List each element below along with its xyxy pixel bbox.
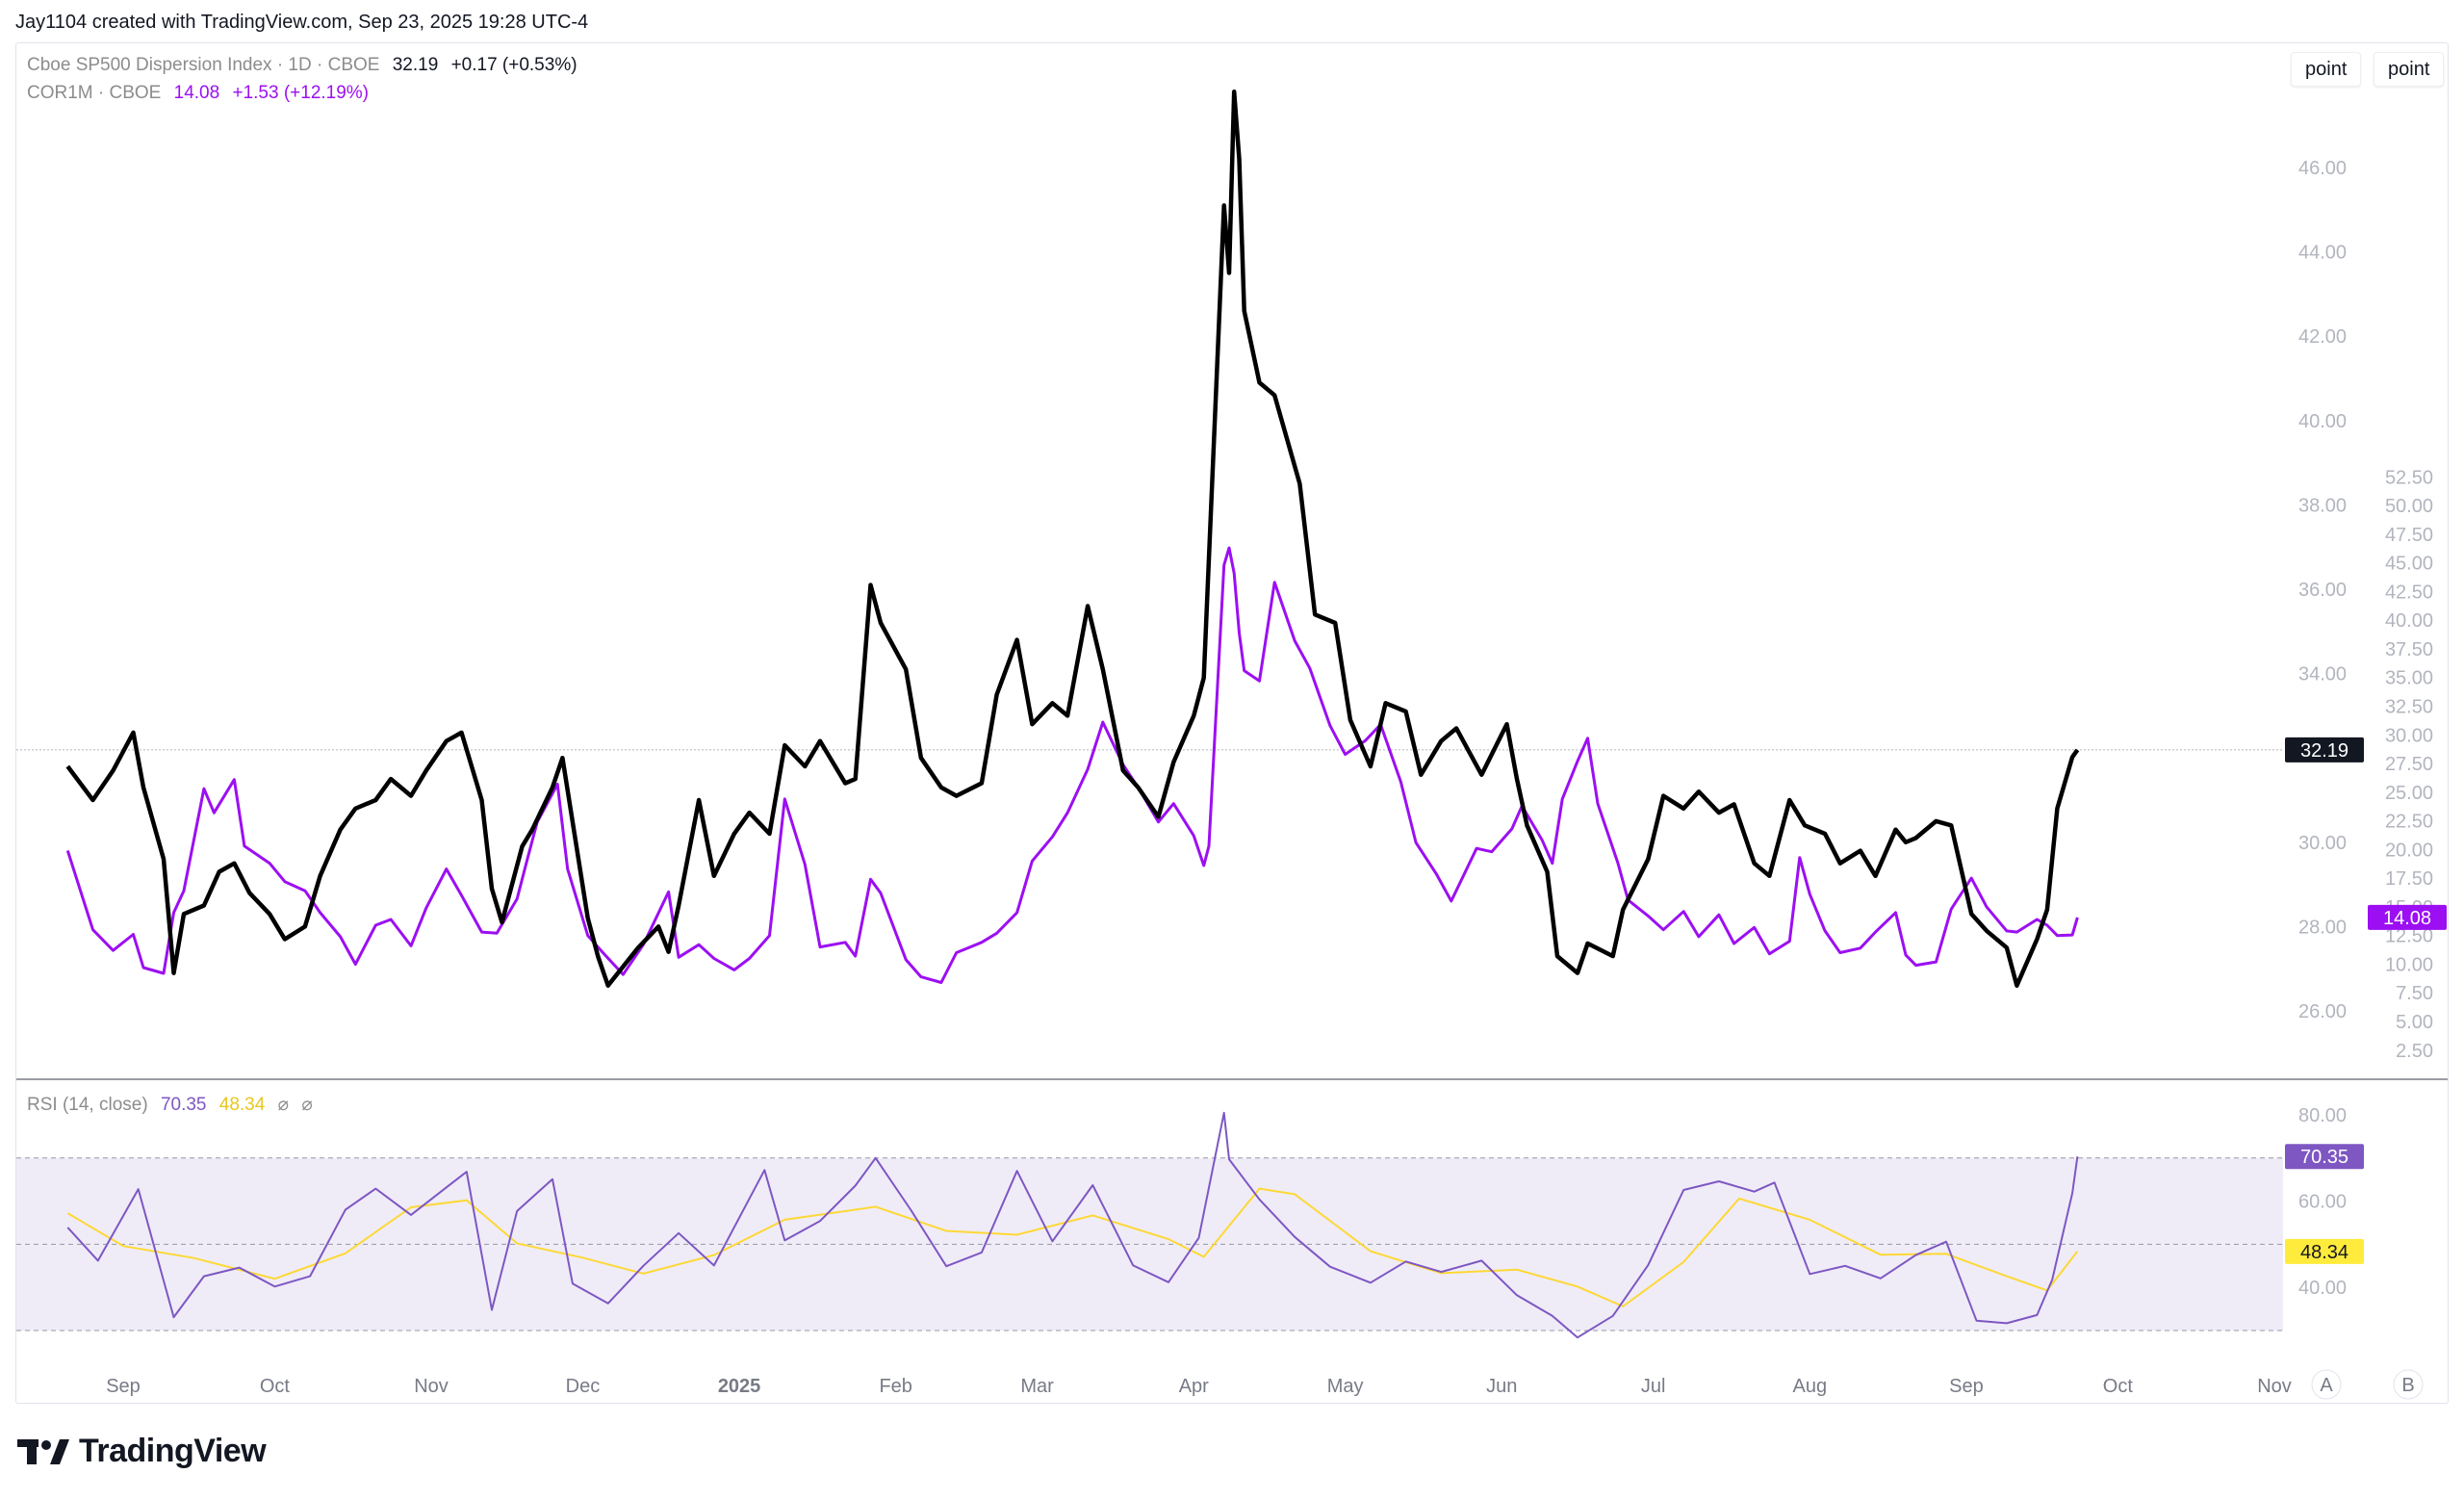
inner-axis-tick: 10.00 bbox=[2385, 954, 2433, 975]
inner-axis-tick: 7.50 bbox=[2396, 983, 2433, 1004]
creator-line: Jay1104 created with TradingView.com, Se… bbox=[15, 12, 589, 33]
dspx-price-tag: 32.19 bbox=[2285, 737, 2364, 763]
inner-axis-tick: 5.00 bbox=[2396, 1012, 2433, 1033]
time-axis-label: Nov bbox=[2257, 1376, 2292, 1397]
main-legend[interactable]: Cboe SP500 Dispersion Index · 1D · CBOE … bbox=[27, 55, 585, 76]
time-axis-label: Oct bbox=[2103, 1376, 2134, 1397]
scale-button-a[interactable]: A bbox=[2311, 1369, 2342, 1400]
inner-axis-tick: 25.00 bbox=[2385, 783, 2433, 804]
legend-main-name: Cboe SP500 Dispersion Index · 1D · CBOE bbox=[27, 55, 380, 75]
inner-axis-tick: 17.50 bbox=[2385, 868, 2433, 890]
outer-axis-tick: 46.00 bbox=[2298, 158, 2347, 179]
inner-axis-tick: 27.50 bbox=[2385, 754, 2433, 775]
time-axis-label: Aug bbox=[1793, 1376, 1828, 1397]
inner-axis-tick: 47.50 bbox=[2385, 525, 2433, 546]
outer-axis-tick: 34.00 bbox=[2298, 664, 2347, 685]
series-lines bbox=[65, 89, 2080, 1339]
outer-axis-tick: 30.00 bbox=[2298, 833, 2347, 854]
outer-axis-tick: 26.00 bbox=[2298, 1001, 2347, 1022]
price-tags: 32.19 14.08 70.35 48.34 bbox=[2285, 737, 2447, 1264]
rsi-line bbox=[66, 1111, 2079, 1339]
dspx-line bbox=[65, 89, 2080, 988]
inner-axis-tick: 50.00 bbox=[2385, 496, 2433, 517]
legend-rsi-value: 70.35 bbox=[160, 1095, 207, 1115]
cor1m-price-tag-label: 14.08 bbox=[2383, 908, 2431, 929]
rsi-price-tag-bg bbox=[2285, 1144, 2364, 1170]
time-axis-label: Feb bbox=[879, 1376, 911, 1397]
legend-overlay-change: +1.53 (+12.19%) bbox=[232, 83, 370, 103]
scale-point-button-right[interactable]: point bbox=[2374, 52, 2445, 87]
time-axis-label: Mar bbox=[1020, 1376, 1054, 1397]
rsi-ma-price-tag-bg bbox=[2285, 1238, 2364, 1264]
inner-axis-tick: 37.50 bbox=[2385, 639, 2433, 660]
time-axis-label: Jul bbox=[1641, 1376, 1666, 1397]
time-axis-label: Sep bbox=[1949, 1376, 1984, 1397]
cor1m-price-tag-bg bbox=[2368, 904, 2447, 930]
inner-axis-tick: 22.50 bbox=[2385, 812, 2433, 833]
legend-overlay-name: COR1M · CBOE bbox=[27, 83, 162, 103]
inner-axis-tick: 12.50 bbox=[2385, 926, 2433, 947]
cor1m-line bbox=[65, 546, 2079, 984]
tradingview-logo-icon bbox=[17, 1438, 69, 1464]
rsi-ma-price-tag-label: 48.34 bbox=[2300, 1242, 2348, 1263]
tradingview-logo: TradingView bbox=[17, 1433, 267, 1470]
inner-axis-tick: 35.00 bbox=[2385, 668, 2433, 689]
time-axis-label: 2025 bbox=[718, 1376, 761, 1397]
tradingview-brand: TradingView bbox=[79, 1433, 267, 1469]
scale-button-b-circle[interactable] bbox=[2393, 1369, 2424, 1400]
scale-button-b[interactable]: B bbox=[2393, 1369, 2424, 1400]
time-axis-label: Nov bbox=[414, 1376, 449, 1397]
scale-button-b-label: B bbox=[2401, 1375, 2414, 1396]
outer-axis-tick: 36.00 bbox=[2298, 580, 2347, 601]
inner-axis-tick: 52.50 bbox=[2385, 467, 2433, 488]
time-axis-label: Oct bbox=[260, 1376, 291, 1397]
time-axis-label: Apr bbox=[1179, 1376, 1209, 1397]
outer-axis-tick: 44.00 bbox=[2298, 243, 2347, 264]
outer-axis-tick: 40.00 bbox=[2298, 411, 2347, 432]
rsi-price-tag-label: 70.35 bbox=[2300, 1147, 2348, 1168]
inner-axis-tick: 30.00 bbox=[2385, 725, 2433, 746]
overlay-legend[interactable]: COR1M · CBOE 14.08 +1.53 (+12.19%) bbox=[27, 83, 376, 104]
inner-axis-tick: 45.00 bbox=[2385, 554, 2433, 575]
legend-rsi-name: RSI (14, close) bbox=[27, 1095, 148, 1115]
inner-axis-tick: 2.50 bbox=[2396, 1041, 2433, 1062]
rsi-axis-tick: 40.00 bbox=[2298, 1278, 2347, 1299]
rsi-legend[interactable]: RSI (14, close) 70.35 48.34 ⌀ ⌀ bbox=[27, 1094, 321, 1116]
time-axis-label: Jun bbox=[1486, 1376, 1517, 1397]
legend-main-change: +0.17 (+0.53%) bbox=[450, 55, 578, 75]
legend-main-value: 32.19 bbox=[392, 55, 439, 75]
outer-axis-tick: 28.00 bbox=[2298, 917, 2347, 938]
rsi-axis-tick: 80.00 bbox=[2298, 1105, 2347, 1126]
dspx-price-tag-label: 32.19 bbox=[2300, 740, 2348, 762]
grid-lines bbox=[16, 749, 2448, 1332]
chart-frame[interactable] bbox=[15, 42, 2449, 1404]
rsi-price-tag: 70.35 bbox=[2285, 1144, 2364, 1170]
time-axis-label: Sep bbox=[106, 1376, 141, 1397]
rsi-ma-price-tag: 48.34 bbox=[2285, 1238, 2364, 1264]
outer-axis-tick: 42.00 bbox=[2298, 326, 2347, 348]
time-axis: Sep Oct Nov Dec 2025 Feb Mar Apr May Jun Jul Aug Sep… bbox=[106, 1369, 2424, 1400]
scale-button-a-label: A bbox=[2320, 1375, 2333, 1396]
inner-axis-tick: 40.00 bbox=[2385, 610, 2433, 632]
time-axis-label: Dec bbox=[566, 1376, 601, 1397]
inner-axis-tick: 32.50 bbox=[2385, 696, 2433, 717]
legend-rsi-ma: 48.34 bbox=[218, 1095, 266, 1115]
legend-overlay-value: 14.08 bbox=[173, 83, 220, 103]
scale-point-button-left[interactable]: point bbox=[2291, 52, 2362, 87]
dspx-price-tag-bg bbox=[2285, 737, 2364, 763]
scale-button-a-circle[interactable] bbox=[2311, 1369, 2342, 1400]
price-axis: 26.00 28.00 30.00 34.00 36.00 38.00 40.00 42.00… bbox=[2298, 158, 2433, 1299]
inner-axis-tick: 20.00 bbox=[2385, 840, 2433, 861]
legend-rsi-hidden-icon-2[interactable]: ⌀ bbox=[301, 1095, 313, 1115]
rsi-axis-tick: 60.00 bbox=[2298, 1192, 2347, 1213]
outer-axis-tick: 38.00 bbox=[2298, 495, 2347, 516]
cor1m-price-tag: 14.08 bbox=[2368, 904, 2447, 930]
legend-rsi-hidden-icon[interactable]: ⌀ bbox=[277, 1095, 290, 1115]
time-axis-label: May bbox=[1327, 1376, 1364, 1397]
inner-axis-tick: 42.50 bbox=[2385, 582, 2433, 603]
